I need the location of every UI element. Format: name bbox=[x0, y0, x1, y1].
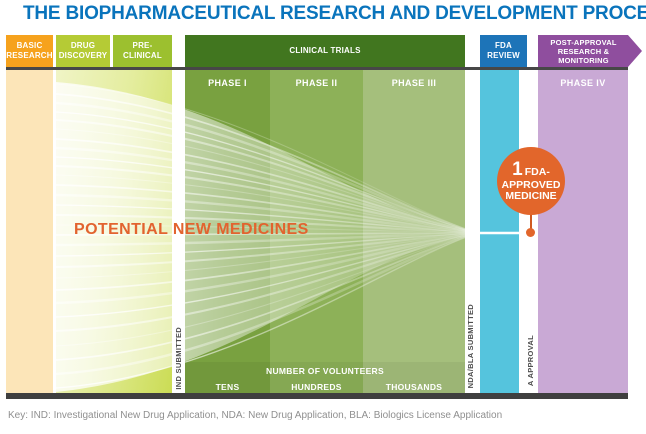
badge-pointer-line bbox=[530, 214, 532, 230]
approved-medicine-dot bbox=[526, 228, 535, 237]
volunteers-thousands: THOUSANDS bbox=[385, 382, 443, 392]
badge-line-1: 1 FDA- bbox=[512, 159, 550, 181]
phase4-label: PHASE IV bbox=[560, 78, 606, 88]
stage-header-pre-clinical: PRE-CLINICAL bbox=[113, 35, 172, 67]
phase2-label: PHASE II bbox=[295, 78, 338, 88]
stage-header-drug-discovery: DRUG DISCOVERY bbox=[56, 35, 110, 67]
milestone-ind-submitted: IND SUBMITTED bbox=[174, 327, 183, 390]
phase1-label: PHASE I bbox=[208, 78, 247, 88]
volunteers-tens: TENS bbox=[215, 382, 240, 392]
badge-count: 1 bbox=[512, 159, 523, 181]
stage-header-clinical-trials: CLINICAL TRIALS bbox=[185, 35, 465, 67]
bottom-shadow-bar bbox=[6, 393, 628, 399]
post-approval-column bbox=[538, 70, 628, 393]
page-title: THE BIOPHARMACEUTICAL RESEARCH AND DEVEL… bbox=[23, 3, 646, 24]
stage-header-basic-research: BASIC RESEARCH bbox=[6, 35, 53, 67]
basic-research-column bbox=[6, 70, 53, 393]
milestone-nda-bla-submitted: NDA/BLA SUBMITTED bbox=[466, 304, 475, 389]
fda-review-column bbox=[480, 70, 519, 393]
stage-header-post-approval: POST-APPROVAL RESEARCH & MONITORING bbox=[538, 35, 642, 67]
milestone-approval: A APPROVAL bbox=[526, 335, 535, 387]
volunteers-hundreds: HUNDREDS bbox=[291, 382, 342, 392]
abbreviation-key: Key: IND: Investigational New Drug Appli… bbox=[8, 410, 503, 421]
header-shadow-bar bbox=[6, 67, 628, 70]
stage-header-fda-review: FDA REVIEW bbox=[480, 35, 527, 67]
potential-new-medicines-label: POTENTIAL NEW MEDICINES bbox=[74, 221, 309, 238]
fda-approved-medicine-badge: 1 FDA- APPROVED MEDICINE bbox=[497, 147, 565, 215]
volunteers-heading: NUMBER OF VOLUNTEERS bbox=[266, 366, 384, 376]
phase3-column bbox=[363, 70, 465, 393]
phase3-label: PHASE III bbox=[391, 78, 437, 88]
